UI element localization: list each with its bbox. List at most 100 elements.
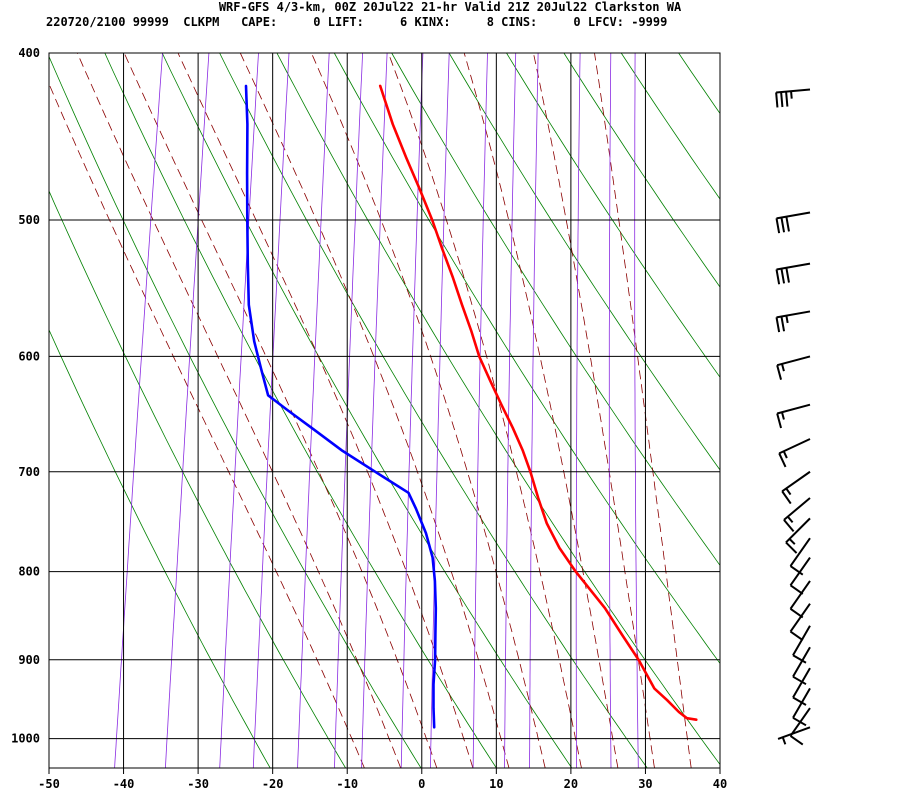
temperature-point bbox=[511, 426, 514, 429]
wind-barb-flag bbox=[785, 541, 798, 554]
wind-barb-staff bbox=[781, 470, 811, 493]
wind-barb-staff bbox=[776, 355, 811, 367]
dewpoint-point bbox=[287, 409, 289, 412]
temperature-point bbox=[500, 403, 503, 406]
temperature-point bbox=[604, 607, 606, 610]
wind-barb-flag bbox=[778, 452, 787, 468]
temperature-profile bbox=[378, 84, 698, 722]
grid bbox=[49, 52, 720, 768]
wind-barb-flag bbox=[792, 654, 807, 664]
temperature-point bbox=[537, 497, 540, 499]
wind-barb-flag bbox=[789, 584, 804, 595]
temperature-point bbox=[461, 303, 463, 306]
mixing-ratio-line bbox=[114, 53, 163, 768]
moist-adiabat bbox=[239, 53, 510, 768]
temperature-tick-label: 20 bbox=[564, 777, 578, 791]
temperature-tick-label: -20 bbox=[262, 777, 284, 791]
wind-barb-staff bbox=[792, 646, 811, 678]
temperature-point bbox=[489, 380, 492, 382]
dry-adiabat bbox=[276, 53, 720, 766]
wind-barb bbox=[778, 438, 811, 468]
dewpoint-point bbox=[434, 658, 437, 661]
dewpoint-point bbox=[434, 633, 437, 636]
temperature-point bbox=[620, 633, 623, 636]
mixing-ratio-line bbox=[252, 53, 290, 768]
dewpoint-point bbox=[253, 340, 256, 343]
wind-barb bbox=[792, 646, 811, 686]
pressure-tick-label: 800 bbox=[18, 565, 40, 579]
wind-barb-flag bbox=[785, 216, 790, 232]
temperature-tick-label: -50 bbox=[38, 777, 60, 791]
wind-barb-staff bbox=[778, 438, 811, 455]
wind-barb bbox=[789, 580, 811, 619]
wind-barb bbox=[777, 726, 811, 745]
temperature-tick-label: -10 bbox=[336, 777, 358, 791]
wind-barb-flag bbox=[789, 735, 804, 746]
moist-adiabat bbox=[387, 53, 582, 768]
dewpoint-point bbox=[431, 556, 434, 559]
wind-barb bbox=[792, 625, 811, 664]
dewpoint-point bbox=[246, 262, 249, 265]
wind-barb-flag bbox=[780, 217, 786, 233]
pressure-tick-label: 900 bbox=[18, 653, 40, 667]
wind-barb bbox=[783, 497, 811, 533]
dewpoint-point bbox=[433, 580, 436, 582]
wind-barb-staff bbox=[776, 310, 811, 319]
dewpoint-profile bbox=[244, 84, 438, 729]
mixing-ratio-line bbox=[334, 53, 363, 768]
wind-barb bbox=[775, 310, 811, 333]
mixing-ratio-line bbox=[430, 53, 450, 768]
wind-barb-flag bbox=[789, 608, 804, 619]
mixing-ratio-line bbox=[634, 53, 639, 768]
temperature-point bbox=[405, 156, 408, 159]
wind-barb-flag bbox=[783, 519, 795, 533]
mixing-ratio-line bbox=[297, 53, 330, 768]
wind-barb-flag bbox=[789, 630, 804, 641]
mixing-ratio-line bbox=[529, 53, 539, 768]
wind-barb bbox=[775, 262, 811, 285]
temperature-point bbox=[653, 687, 656, 690]
wind-barb-half-flag bbox=[790, 91, 793, 99]
dewpoint-point bbox=[374, 470, 377, 473]
wind-barb-staff bbox=[783, 497, 811, 521]
wind-barb bbox=[785, 517, 811, 554]
wind-barb bbox=[792, 667, 811, 706]
temperature-tick-label: -40 bbox=[113, 777, 135, 791]
dry-adiabat bbox=[620, 53, 720, 200]
sounding-stats: 220720/2100 99999 CLKPM CAPE: 0 LIFT: 6 … bbox=[46, 15, 667, 29]
wind-barb-flag bbox=[780, 91, 784, 108]
pressure-tick-label: 500 bbox=[18, 213, 40, 227]
wind-barb-flag bbox=[776, 364, 783, 380]
wind-barb-half-flag bbox=[787, 516, 794, 524]
temperature-point bbox=[441, 248, 444, 251]
mixing-ratio-line bbox=[219, 53, 259, 768]
wind-barb-staff bbox=[792, 625, 811, 656]
moist-adiabat bbox=[76, 53, 402, 768]
temperature-point bbox=[574, 570, 577, 573]
wind-barbs bbox=[775, 88, 811, 746]
dewpoint-point bbox=[432, 707, 435, 710]
temperature-point bbox=[558, 547, 561, 549]
dewpoint-point bbox=[425, 532, 427, 535]
dewpoint-point bbox=[434, 607, 437, 610]
wind-barb bbox=[775, 211, 811, 234]
wind-barb-half-flag bbox=[785, 315, 789, 324]
temperature-point bbox=[545, 522, 548, 525]
wind-barb-flag bbox=[792, 696, 807, 706]
dry-adiabat bbox=[219, 53, 648, 768]
dewpoint-point bbox=[246, 172, 248, 175]
wind-barb-flag bbox=[775, 317, 781, 333]
mixing-ratio-line bbox=[575, 53, 581, 768]
temperature-point bbox=[677, 711, 680, 713]
wind-barb bbox=[775, 88, 811, 108]
temperature-point bbox=[695, 718, 698, 721]
pressure-tick-label: 1000 bbox=[11, 732, 40, 746]
dewpoint-point bbox=[340, 449, 343, 451]
moist-adiabat bbox=[533, 53, 655, 768]
mixing-ratio-line bbox=[608, 53, 612, 768]
temperature-point bbox=[521, 449, 524, 451]
temperature-point bbox=[685, 717, 688, 720]
chart-title: WRF-GFS 4/3-km, 00Z 20Jul22 21-hr Valid … bbox=[219, 0, 682, 14]
temperature-tick-label: 30 bbox=[638, 777, 652, 791]
moist-adiabat bbox=[49, 82, 365, 768]
